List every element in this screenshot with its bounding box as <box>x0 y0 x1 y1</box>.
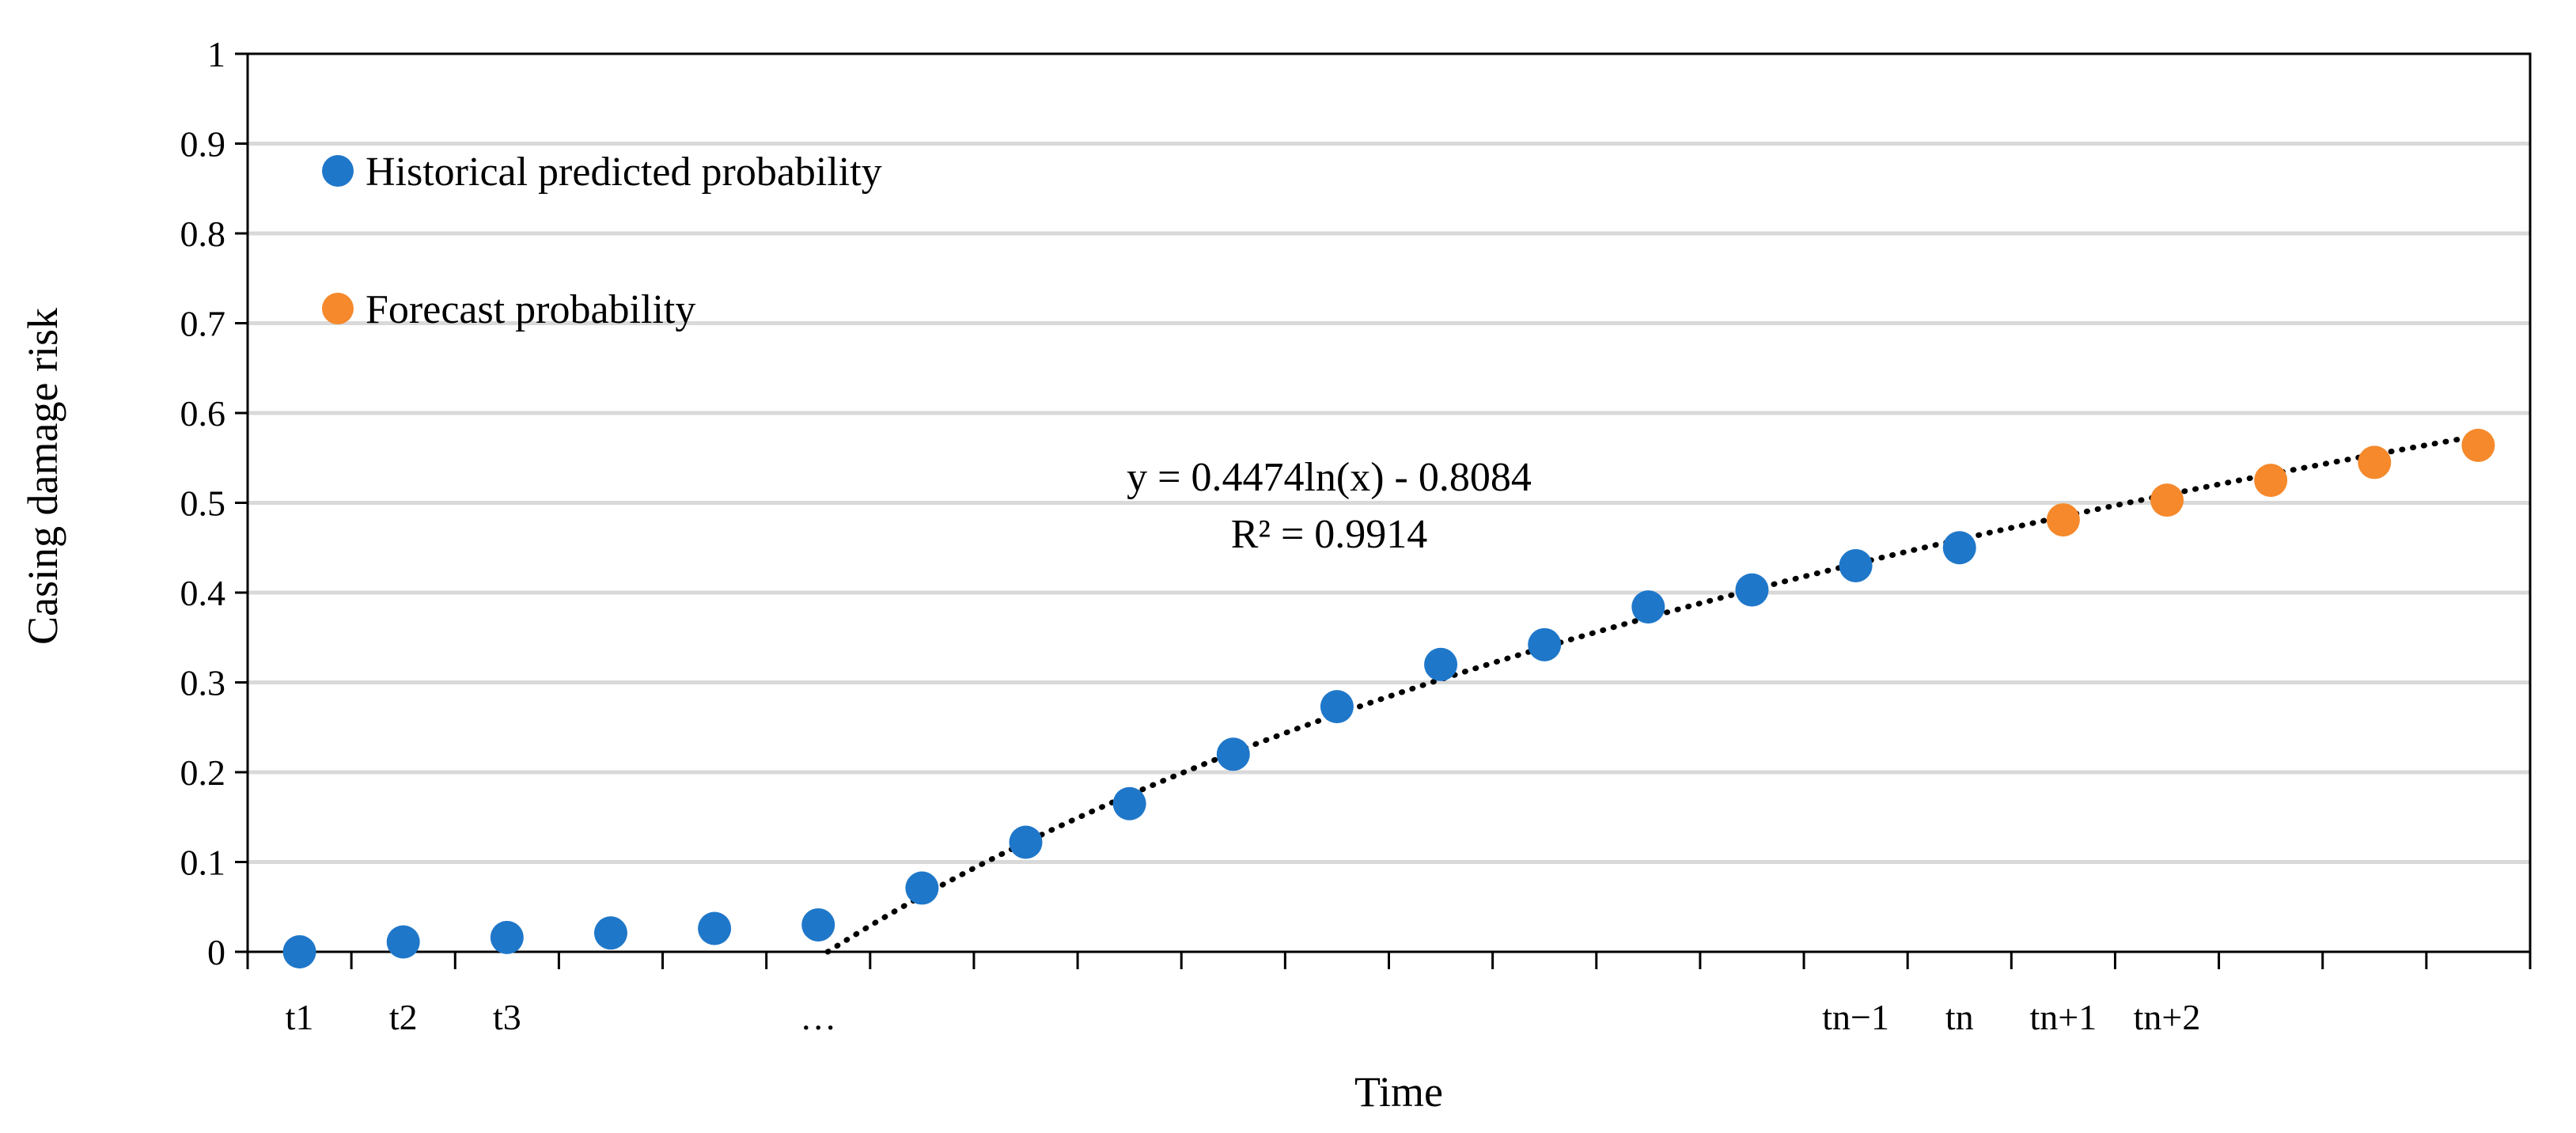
historical-point <box>1528 627 1562 661</box>
historical-point <box>1216 737 1250 771</box>
historical-point <box>1839 548 1873 582</box>
y-tick-label: 0.8 <box>180 214 226 254</box>
x-tick-label: tn <box>1945 997 1974 1037</box>
trendline-equation: y = 0.4474ln(x) - 0.8084 <box>1127 455 1532 500</box>
historical-point <box>1735 573 1769 607</box>
y-tick-label: 0.1 <box>180 843 226 883</box>
y-tick-label: 0.2 <box>180 752 226 793</box>
historical-point <box>1424 647 1458 681</box>
legend-marker-historical <box>322 155 354 187</box>
historical-point <box>1631 590 1665 624</box>
x-tick-label: tn+2 <box>2134 997 2201 1037</box>
x-tick-label: … <box>800 997 836 1037</box>
y-axis-title: Casing damage risk <box>19 308 66 645</box>
historical-point <box>386 925 420 959</box>
forecast-point <box>2358 445 2392 479</box>
trendline-r-squared: R² = 0.9914 <box>1231 512 1428 557</box>
log-trendline <box>824 433 2481 955</box>
data-points <box>282 428 2495 968</box>
historical-point <box>1942 531 1976 565</box>
historical-point <box>801 908 835 942</box>
forecast-point <box>2150 483 2184 517</box>
y-tick-label: 0.6 <box>180 393 226 434</box>
x-tick-label: tn+1 <box>2030 997 2097 1037</box>
y-tick-label: 0.9 <box>180 124 226 165</box>
historical-point <box>1009 825 1043 859</box>
gridlines <box>248 142 2530 864</box>
y-tick-label: 0.7 <box>180 304 226 344</box>
legend: Historical predicted probability Forecas… <box>322 150 882 332</box>
y-tick-label: 1 <box>207 34 225 74</box>
historical-point <box>282 935 316 968</box>
x-tick-label: t1 <box>286 997 314 1037</box>
y-tick-label: 0 <box>207 932 225 972</box>
forecast-point <box>2046 503 2080 537</box>
legend-label-historical: Historical predicted probability <box>366 150 882 195</box>
y-tick-label: 0.4 <box>180 573 226 613</box>
x-axis-title: Time <box>1354 1068 1443 1116</box>
historical-point <box>490 920 524 954</box>
forecast-point <box>2254 464 2288 498</box>
x-axis-ticks: t1 t2 t3 … tn−1 tn tn+1 tn+2 <box>246 952 2532 1037</box>
historical-point <box>698 911 732 945</box>
y-tick-label: 0.3 <box>180 663 226 703</box>
y-tick-label: 0.5 <box>180 483 226 524</box>
x-tick-label: t2 <box>389 997 418 1037</box>
x-tick-label: tn−1 <box>1822 997 1889 1037</box>
y-axis-ticks: 0 0.1 0.2 0.3 0.4 0.5 0.6 0.7 0.8 0.9 1 <box>180 34 248 972</box>
x-tick-label: t3 <box>493 997 521 1037</box>
historical-point <box>905 871 939 905</box>
legend-marker-forecast <box>322 293 354 324</box>
forecast-point <box>2461 428 2495 462</box>
historical-point <box>1112 786 1146 820</box>
historical-point <box>1320 690 1354 724</box>
legend-label-forecast: Forecast probability <box>366 287 695 332</box>
historical-point <box>593 916 627 950</box>
